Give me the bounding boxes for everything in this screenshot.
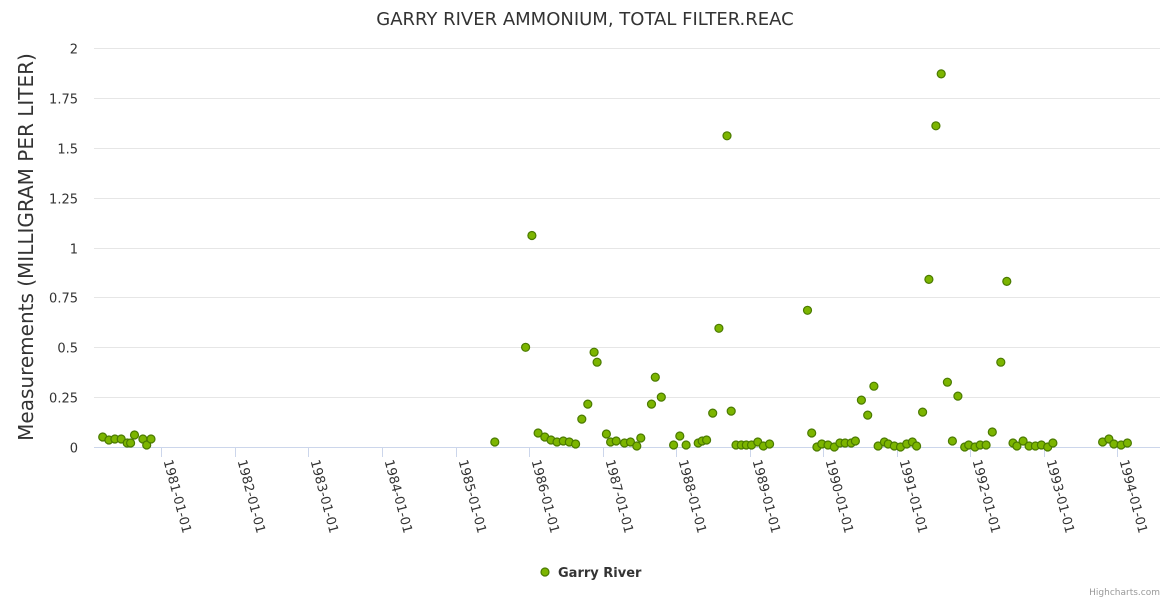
data-point[interactable]: [701, 435, 712, 445]
data-point[interactable]: [924, 274, 934, 284]
data-point[interactable]: [714, 323, 724, 333]
legend[interactable]: Garry River: [540, 566, 642, 581]
x-tick-label: 1986-01-01: [528, 458, 562, 535]
data-point[interactable]: [129, 430, 140, 440]
x-tick-label: 1990-01-01: [822, 458, 856, 535]
data-point[interactable]: [802, 305, 813, 315]
chart-title: GARRY RIVER AMMONIUM, TOTAL FILTER.REAC: [376, 9, 793, 30]
data-point[interactable]: [807, 428, 817, 438]
x-tick-label: 1989-01-01: [749, 458, 783, 535]
data-point[interactable]: [570, 439, 581, 449]
data-point[interactable]: [936, 69, 946, 79]
data-point[interactable]: [601, 429, 612, 439]
data-point[interactable]: [850, 436, 861, 446]
data-point[interactable]: [873, 441, 883, 451]
x-tick-label: 1988-01-01: [675, 458, 709, 535]
data-point[interactable]: [611, 436, 621, 446]
data-point[interactable]: [726, 406, 736, 416]
data-point[interactable]: [856, 395, 867, 405]
data-point[interactable]: [520, 342, 531, 352]
y-tick-label: 1.25: [49, 193, 78, 208]
data-point[interactable]: [589, 347, 599, 357]
data-point[interactable]: [863, 410, 873, 420]
data-point[interactable]: [636, 433, 646, 443]
x-tick-label: 1994-01-01: [1116, 458, 1150, 535]
data-point[interactable]: [1012, 441, 1022, 451]
data-point[interactable]: [942, 377, 953, 387]
data-point[interactable]: [681, 440, 691, 450]
data-point[interactable]: [146, 434, 156, 444]
x-tick-label: 1984-01-01: [381, 458, 415, 535]
data-point[interactable]: [1002, 276, 1012, 286]
y-axis-ticks: 0 0.25 0.5 0.75 1 1.25 1.5 1.75 2: [49, 43, 78, 457]
data-point[interactable]: [947, 436, 958, 446]
x-tick-label: 1983-01-01: [307, 458, 341, 535]
data-point[interactable]: [869, 381, 879, 391]
data-point[interactable]: [931, 121, 941, 131]
data-point[interactable]: [987, 427, 997, 437]
data-point[interactable]: [981, 440, 991, 450]
x-tick-label: 1981-01-01: [160, 458, 194, 535]
data-point[interactable]: [668, 440, 679, 450]
data-points: [98, 69, 1133, 452]
data-point[interactable]: [527, 230, 537, 241]
data-point[interactable]: [1122, 438, 1133, 448]
x-tick-label: 1987-01-01: [602, 458, 636, 535]
data-point[interactable]: [764, 439, 775, 449]
x-tick-label: 1985-01-01: [455, 458, 489, 535]
y-tick-label: 1.5: [57, 143, 78, 158]
x-tick-label: 1982-01-01: [234, 458, 268, 535]
legend-marker[interactable]: [540, 567, 550, 577]
data-point[interactable]: [911, 441, 922, 451]
y-tick-label: 0.75: [49, 292, 78, 307]
data-point[interactable]: [656, 392, 666, 402]
data-point[interactable]: [650, 372, 660, 382]
y-tick-label: 0.25: [49, 392, 78, 407]
data-point[interactable]: [577, 414, 587, 424]
data-point[interactable]: [646, 399, 657, 409]
x-tick-label: 1991-01-01: [896, 458, 930, 535]
data-point[interactable]: [632, 441, 642, 451]
grid: [94, 48, 1160, 448]
y-tick-label: 0: [70, 442, 78, 457]
credits[interactable]: Highcharts.com: [1089, 588, 1160, 598]
data-point[interactable]: [953, 391, 963, 401]
data-point[interactable]: [126, 438, 136, 448]
data-point[interactable]: [625, 437, 636, 447]
data-point[interactable]: [142, 440, 152, 450]
y-tick-label: 2: [70, 43, 78, 58]
x-tick-label: 1993-01-01: [1043, 458, 1077, 535]
data-point[interactable]: [1018, 436, 1028, 446]
data-point[interactable]: [917, 407, 928, 417]
y-axis-label: Measurements (MILLIGRAM PER LITER): [14, 53, 38, 441]
data-point[interactable]: [708, 408, 718, 418]
legend-item-label[interactable]: Garry River: [558, 566, 642, 581]
data-point[interactable]: [583, 399, 593, 409]
data-point[interactable]: [490, 437, 500, 447]
y-tick-label: 1: [70, 243, 78, 258]
y-tick-label: 0.5: [57, 342, 78, 357]
data-point[interactable]: [675, 431, 685, 441]
x-axis: 1981-01-01 1982-01-01 1983-01-01 1984-01-01…: [160, 447, 1150, 535]
data-point[interactable]: [533, 428, 543, 438]
data-point[interactable]: [592, 357, 602, 367]
x-tick-label: 1992-01-01: [969, 458, 1003, 535]
data-point[interactable]: [1048, 438, 1058, 448]
y-tick-label: 1.75: [49, 93, 78, 108]
data-point[interactable]: [722, 131, 732, 141]
data-point[interactable]: [996, 357, 1006, 367]
